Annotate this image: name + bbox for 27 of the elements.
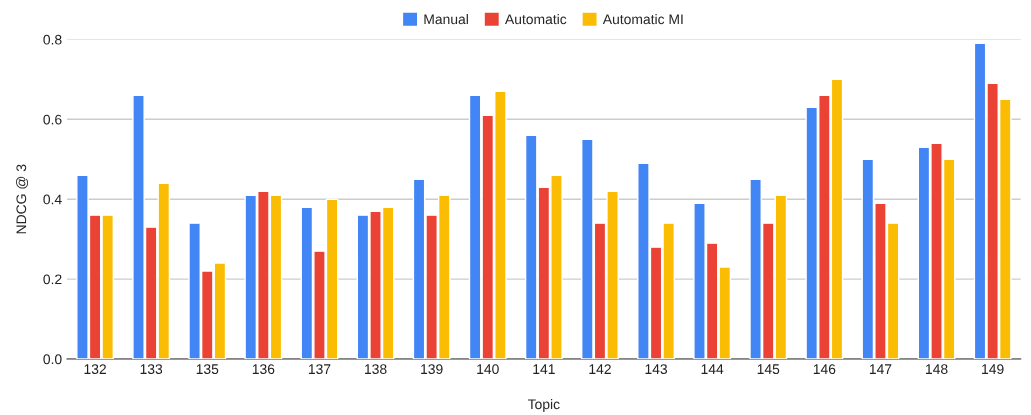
x-tick-label: 144	[701, 364, 724, 374]
y-tick-label: 0.0	[43, 354, 62, 365]
x-tick-label: 143	[645, 364, 668, 375]
x-tick-label: 140	[477, 364, 499, 375]
y-tick-label: 0.4	[43, 194, 62, 205]
legend-label: Manual	[424, 13, 468, 25]
x-tick-label: 146	[813, 364, 836, 375]
x-tick-label: 149	[982, 364, 1004, 375]
x-tick-label: 138	[365, 364, 387, 375]
x-tick-label: 135	[196, 364, 219, 375]
x-tick-label: 145	[757, 364, 780, 375]
x-tick-label: 137	[308, 364, 331, 375]
x-tick-label: 132	[84, 364, 106, 375]
legend-label: Automatic	[504, 13, 567, 25]
y-tick-label: 0.6	[43, 114, 62, 125]
legend-label: Automatic MI	[602, 13, 683, 25]
y-axis-title: NDCG @ 3	[16, 164, 28, 234]
x-tick-label: 139	[421, 364, 443, 375]
y-tick-label: 0.8	[43, 34, 62, 45]
x-tick-label: 148	[926, 364, 948, 375]
y-tick-label: 0.2	[43, 274, 62, 285]
x-tick-label: 141	[533, 364, 555, 374]
x-axis-title: Topic	[527, 399, 560, 412]
x-tick-label: 133	[140, 364, 163, 375]
x-tick-label: 147	[869, 364, 892, 374]
x-tick-label: 142	[589, 364, 611, 374]
x-tick-label: 136	[252, 364, 275, 375]
